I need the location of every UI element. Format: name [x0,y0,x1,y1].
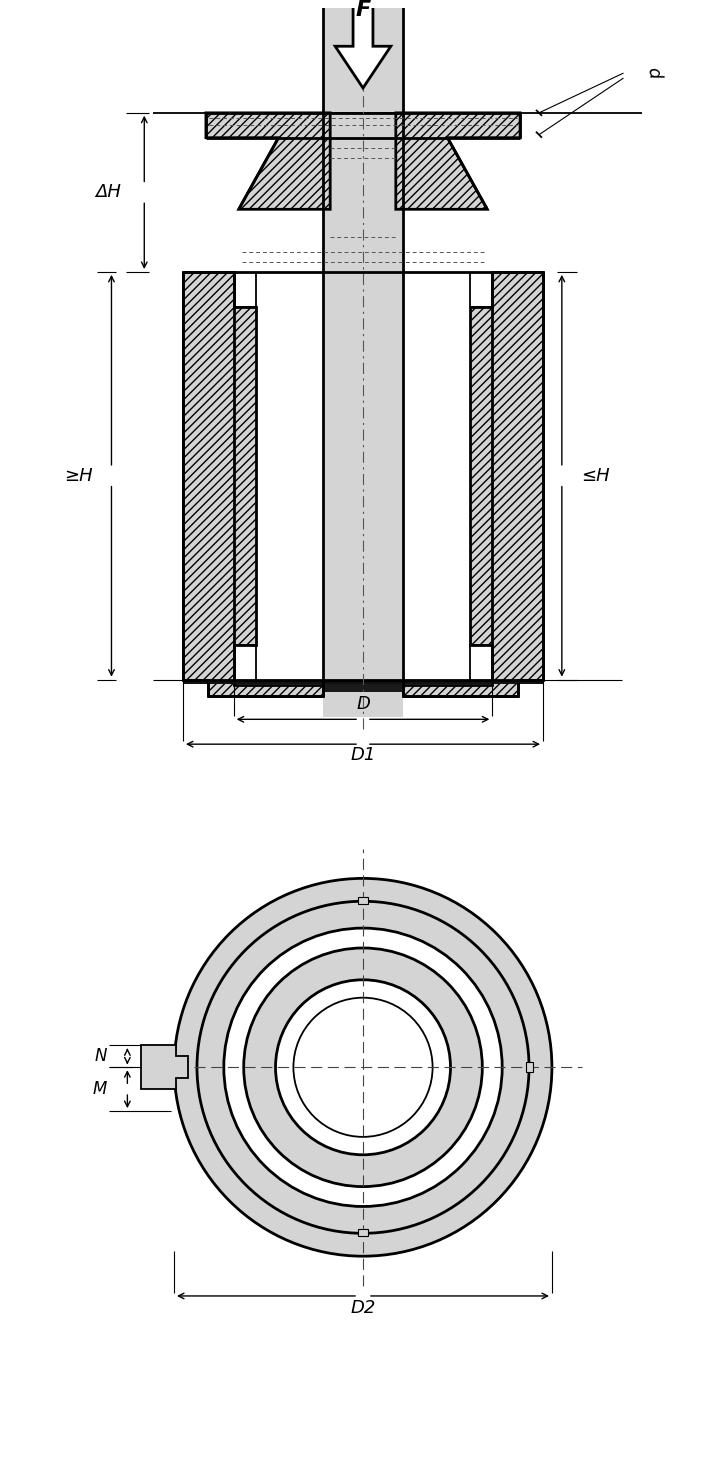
Circle shape [224,929,502,1206]
Polygon shape [330,112,395,209]
Polygon shape [395,112,520,209]
Bar [324,0,403,717]
Polygon shape [183,272,324,696]
Text: F: F [356,0,371,20]
Bar [526,1063,533,1072]
Text: ≤H: ≤H [581,467,609,485]
Polygon shape [206,112,330,209]
Circle shape [197,901,529,1234]
Text: D2: D2 [350,1299,376,1317]
Bar [358,898,368,904]
Circle shape [294,997,433,1137]
Circle shape [244,948,482,1187]
Text: D: D [356,695,370,714]
Text: N: N [94,1047,106,1066]
Bar [183,679,543,683]
Text: D1: D1 [350,746,376,764]
Bar [324,683,402,692]
Bar [358,1229,368,1237]
Text: d: d [643,66,663,80]
Circle shape [174,879,552,1256]
Text: ΔH: ΔH [95,184,121,201]
Polygon shape [141,1045,188,1089]
Text: M: M [92,1080,106,1098]
Circle shape [276,980,451,1155]
Text: ≥H: ≥H [64,467,92,485]
Polygon shape [335,0,391,88]
Polygon shape [403,272,543,696]
